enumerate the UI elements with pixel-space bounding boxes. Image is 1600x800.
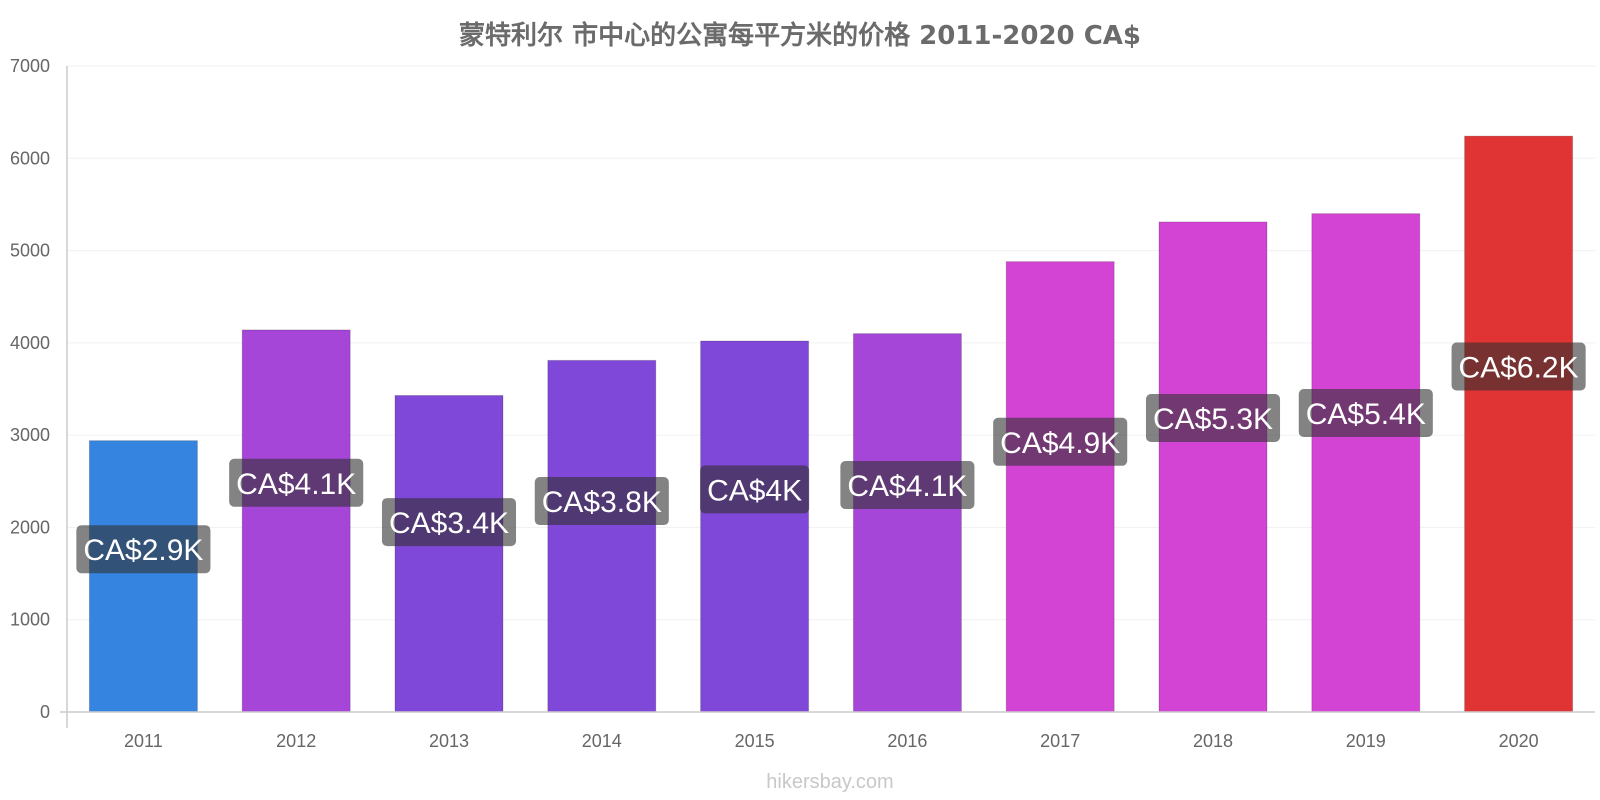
y-tick-label: 1000 [10, 610, 50, 630]
data-label-2013: CA$3.4K [381, 498, 517, 547]
data-labels: CA$2.9K CA$4.1K CA$3.4K CA$3.8K CA$4K CA$4.1K… [76, 342, 1586, 574]
data-label-box [381, 498, 517, 547]
x-tick-label: 2012 [276, 731, 316, 751]
data-label-text: CA$4.9K [1000, 427, 1120, 460]
x-tick-label: 2015 [735, 731, 775, 751]
bar-2015 [700, 340, 810, 713]
x-tick-label: 2019 [1346, 731, 1386, 751]
chart-title: 蒙特利尔 市中心的公寓每平方米的价格 2011-2020 CA$ [459, 20, 1141, 51]
y-tick-label: 6000 [10, 148, 50, 168]
data-label-2012: CA$4.1K [229, 458, 364, 507]
x-tick-label: 2016 [887, 731, 927, 751]
data-label-text: CA$4.1K [236, 468, 356, 501]
data-label-text: CA$5.4K [1306, 398, 1426, 431]
bar-2019 [1311, 213, 1421, 713]
x-tick-label: 2011 [124, 731, 163, 751]
bar-2012 [241, 329, 351, 713]
data-label-2019: CA$5.4K [1298, 388, 1433, 437]
data-label-2018: CA$5.3K [1145, 393, 1281, 442]
bar-2014 [547, 359, 657, 713]
data-label-2015: CA$4K [700, 465, 810, 514]
data-label-box [993, 417, 1128, 466]
data-label-2016: CA$4.1K [840, 460, 975, 509]
data-label-2011: CA$2.9K [76, 525, 211, 574]
data-label-text: CA$5.3K [1153, 403, 1273, 436]
y-tick-label: 4000 [10, 333, 50, 353]
data-label-2020: CA$6.2K [1451, 342, 1586, 391]
y-axis-ticks: 0 1000 2000 3000 4000 5000 6000 7000 [10, 56, 50, 722]
data-label-box [1298, 388, 1433, 437]
x-tick-label: 2014 [582, 731, 622, 751]
data-label-text: CA$3.4K [389, 507, 509, 540]
data-label-text: CA$4.1K [847, 470, 967, 503]
data-label-box [534, 477, 669, 526]
y-tick-label: 3000 [10, 425, 50, 445]
y-tick-label: 7000 [10, 56, 50, 76]
data-label-box [700, 465, 810, 514]
bar-2017 [1005, 261, 1115, 713]
y-tick-label: 5000 [10, 241, 50, 261]
x-tick-label: 2013 [429, 731, 469, 751]
data-label-text: CA$4K [707, 474, 802, 507]
bar-2020 [1464, 135, 1574, 713]
data-label-text: CA$6.2K [1459, 351, 1579, 384]
x-tick-label: 2017 [1040, 731, 1080, 751]
data-label-2017: CA$4.9K [993, 417, 1128, 466]
bar-2011 [88, 440, 198, 713]
data-label-box [1451, 342, 1586, 391]
x-tick-label: 2018 [1193, 731, 1233, 751]
data-label-box [1145, 393, 1281, 442]
data-label-box [229, 458, 364, 507]
data-label-box [76, 525, 211, 574]
bars [88, 135, 1574, 713]
bar-2013 [394, 394, 504, 713]
x-axis-ticks: 2011 2012 2013 2014 2015 2016 2017 2018 2019 2020 [124, 731, 1539, 751]
watermark: hikersbay.com [766, 771, 893, 793]
data-label-box [840, 460, 975, 509]
y-tick-label: 0 [40, 702, 50, 722]
data-label-text: CA$3.8K [542, 486, 662, 519]
y-tick-label: 2000 [10, 517, 50, 537]
data-label-text: CA$2.9K [83, 534, 203, 567]
x-tick-label: 2020 [1499, 731, 1539, 751]
bar-2016 [852, 333, 962, 713]
bar-2018 [1158, 221, 1268, 713]
data-label-2014: CA$3.8K [534, 477, 669, 526]
